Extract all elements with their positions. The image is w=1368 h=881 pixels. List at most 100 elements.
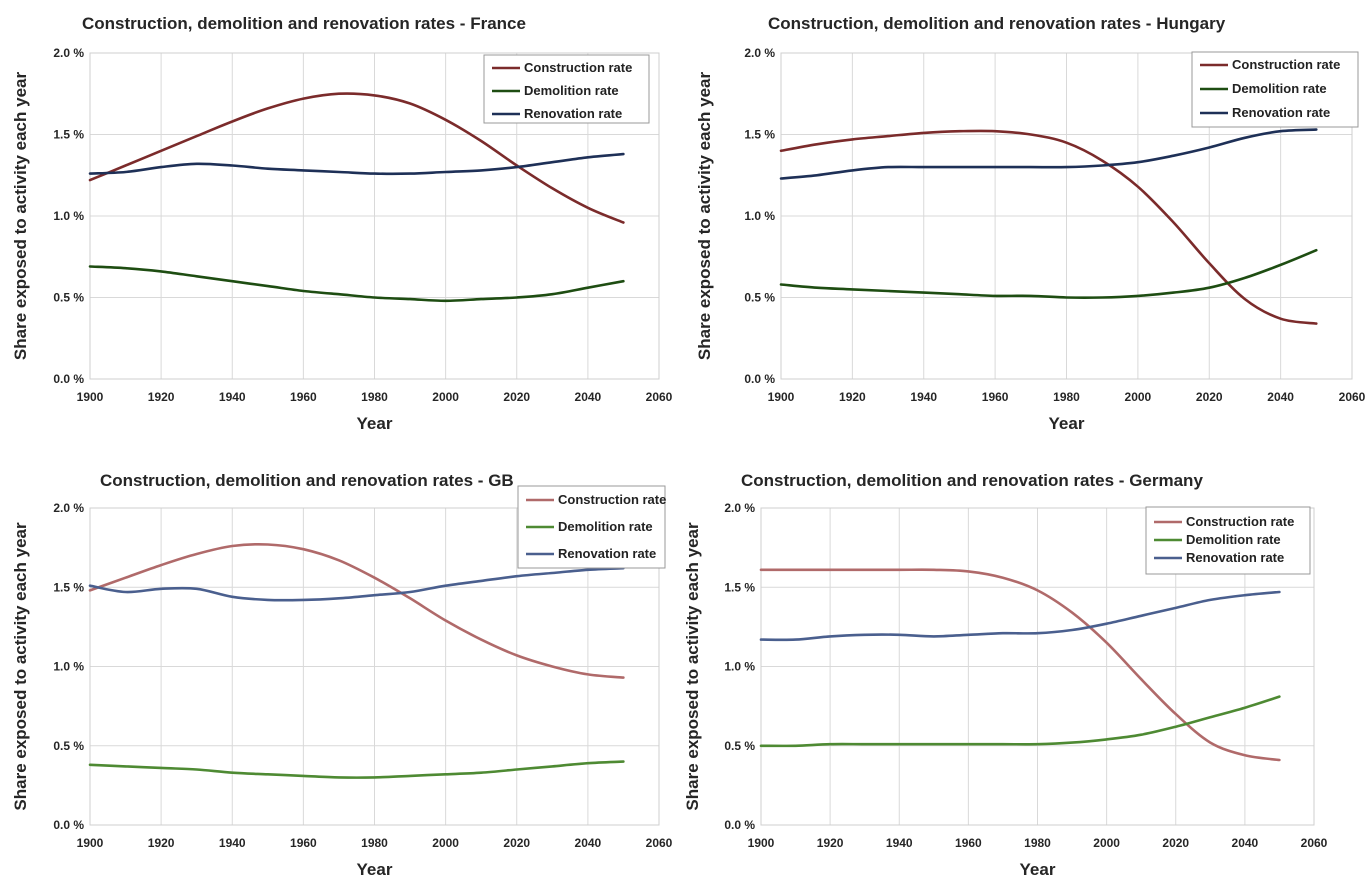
x-tick-label: 1960 [982,390,1009,404]
y-tick-label: 0.0 % [53,372,84,386]
chart-title: Construction, demolition and renovation … [741,471,1203,490]
y-tick-label: 0.5 % [744,291,775,305]
y-tick-label: 1.0 % [53,209,84,223]
x-tick-label: 2020 [503,390,530,404]
y-axis-label: Share exposed to activity each year [11,72,30,361]
x-tick-label: 1980 [1053,390,1080,404]
y-tick-label: 0.5 % [53,739,84,753]
y-tick-label: 1.0 % [724,660,755,674]
y-tick-label: 1.5 % [744,128,775,142]
series-line-construction-rate [759,568,1281,762]
x-tick-label: 2040 [1232,836,1259,850]
x-axis-label: Year [357,860,393,879]
legend-label: Demolition rate [1232,81,1327,96]
chart-title: Construction, demolition and renovation … [100,471,514,490]
x-tick-label: 2060 [1339,390,1366,404]
legend-label: Construction rate [558,492,666,507]
plot-area [780,52,1353,380]
legend-label: Demolition rate [524,83,619,98]
x-axis-label: Year [357,414,393,433]
y-tick-label: 0.0 % [53,818,84,832]
x-tick-label: 1900 [748,836,775,850]
y-axis-label: Share exposed to activity each year [695,72,714,361]
y-axis-label: Share exposed to activity each year [11,522,30,811]
y-tick-label: 2.0 % [724,501,755,515]
x-tick-label: 1940 [910,390,937,404]
legend-label: Demolition rate [1186,532,1281,547]
x-tick-label: 2040 [1267,390,1294,404]
series-line-demolition-rate [88,265,625,303]
chart-title: Construction, demolition and renovation … [768,14,1226,33]
chart-title: Construction, demolition and renovation … [82,14,526,33]
x-tick-label: 2000 [432,836,459,850]
legend-label: Construction rate [1232,57,1340,72]
x-axis-label: Year [1020,860,1056,879]
x-tick-label: 1920 [148,836,175,850]
x-tick-label: 1940 [886,836,913,850]
x-tick-label: 2000 [1093,836,1120,850]
x-tick-label: 2020 [503,836,530,850]
x-tick-label: 1940 [219,390,246,404]
chart-svg: Construction, demolition and renovation … [695,14,1366,433]
x-tick-label: 2040 [575,390,602,404]
series-line-renovation-rate [759,590,1281,642]
x-tick-label: 1960 [290,390,317,404]
y-tick-label: 2.0 % [53,46,84,60]
chart-hungary: Construction, demolition and renovation … [684,0,1368,441]
y-tick-label: 0.5 % [724,739,755,753]
y-tick-label: 0.5 % [53,291,84,305]
x-tick-label: 1960 [290,836,317,850]
x-tick-label: 1940 [219,836,246,850]
legend-label: Construction rate [524,60,632,75]
series-line-construction-rate [88,542,625,679]
y-tick-label: 2.0 % [744,46,775,60]
y-tick-label: 1.5 % [724,580,755,594]
legend [483,54,650,124]
chart-svg: Construction, demolition and renovation … [684,471,1328,879]
x-tick-label: 2060 [646,836,673,850]
legend-label: Renovation rate [558,546,656,561]
y-tick-label: 0.0 % [744,372,775,386]
x-tick-label: 2040 [575,836,602,850]
x-tick-label: 1920 [148,390,175,404]
plot-area [89,507,660,826]
x-tick-label: 2000 [1125,390,1152,404]
series-line-construction-rate [779,129,1318,325]
series-line-demolition-rate [779,248,1318,300]
x-tick-label: 1920 [817,836,844,850]
y-tick-label: 1.0 % [744,209,775,223]
x-tick-label: 1980 [361,836,388,850]
x-tick-label: 1980 [1024,836,1051,850]
series-line-renovation-rate [88,152,625,176]
chart-germany: Construction, demolition and renovation … [684,441,1368,881]
legend-label: Demolition rate [558,519,653,534]
series-line-renovation-rate [779,128,1318,180]
x-tick-label: 1900 [77,836,104,850]
legend-label: Renovation rate [1232,105,1330,120]
x-tick-label: 1900 [768,390,795,404]
chart-france: Construction, demolition and renovation … [0,0,684,441]
series-line-construction-rate [88,92,625,224]
x-axis-label: Year [1049,414,1085,433]
y-tick-label: 1.5 % [53,580,84,594]
y-axis-label: Share exposed to activity each year [684,522,702,811]
x-tick-label: 2060 [1301,836,1328,850]
series-line-demolition-rate [88,760,625,779]
chart-svg: Construction, demolition and renovation … [11,471,673,879]
x-tick-label: 1980 [361,390,388,404]
x-tick-label: 1900 [77,390,104,404]
chart-svg: Construction, demolition and renovation … [11,14,673,433]
y-tick-label: 1.5 % [53,128,84,142]
series-line-demolition-rate [759,695,1281,748]
x-tick-label: 1920 [839,390,866,404]
y-tick-label: 1.0 % [53,660,84,674]
x-tick-label: 2020 [1162,836,1189,850]
chart-gb: Construction, demolition and renovation … [0,441,684,881]
x-tick-label: 1960 [955,836,982,850]
x-tick-label: 2020 [1196,390,1223,404]
plot-area [89,52,660,380]
y-tick-label: 0.0 % [724,818,755,832]
x-tick-label: 2000 [432,390,459,404]
legend-label: Renovation rate [524,106,622,121]
series-line-renovation-rate [88,566,625,602]
